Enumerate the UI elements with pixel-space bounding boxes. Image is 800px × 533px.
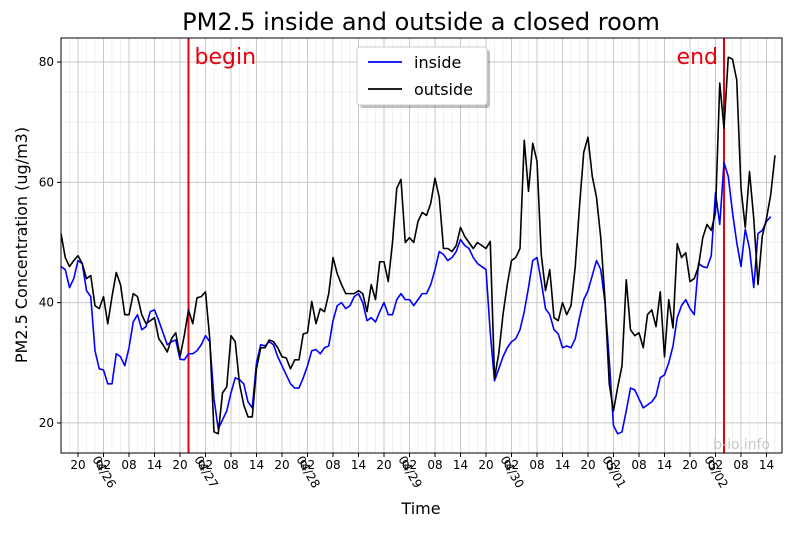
x-date-label: 04/28 (293, 454, 322, 491)
chart-title: PM2.5 inside and outside a closed room (182, 8, 660, 36)
x-tick-label: 14 (657, 458, 672, 472)
y-tick-label: 20 (39, 416, 54, 430)
y-axis-label: PM2.5 Concentration (ug/m3) (12, 127, 31, 363)
x-tick-label: 02 (300, 458, 315, 472)
watermark: b-io.info (713, 437, 770, 453)
x-tick-label: 20 (478, 458, 493, 472)
x-tick-label: 02 (504, 458, 519, 472)
x-tick-label: 14 (759, 458, 774, 472)
x-tick-label: 08 (325, 458, 340, 472)
x-tick-label: 02 (198, 458, 213, 472)
marker-label-end: end (677, 45, 718, 70)
x-tick-label: 08 (427, 458, 442, 472)
y-tick-label: 60 (39, 175, 54, 189)
x-axis-label: Time (400, 499, 440, 518)
plot-area-frame (60, 37, 783, 454)
x-tick-label: 14 (249, 458, 264, 472)
legend-label-inside: inside (414, 53, 461, 72)
x-tick-label: 08 (733, 458, 748, 472)
legend-label-outside: outside (414, 80, 473, 99)
x-tick-label: 08 (529, 458, 544, 472)
x-tick-label: 02 (606, 458, 621, 472)
legend: inside outside (356, 46, 490, 108)
x-date-label: 04/27 (191, 454, 220, 491)
x-tick-label: 02 (708, 458, 723, 472)
series-line-outside (61, 56, 776, 435)
x-date-label: 04/26 (89, 454, 118, 491)
x-tick-label: 20 (682, 458, 697, 472)
x-axis-ticks: 20 02 08 14 20 02 08 14 20 02 08 14 20 02 08 14 20 02 08 14… (70, 453, 774, 490)
x-tick-label: 14 (555, 458, 570, 472)
x-date-label: 05/01 (599, 454, 628, 491)
y-axis-ticks: 20 40 60 80 (39, 55, 61, 430)
grid-lines (60, 38, 782, 453)
x-tick-label: 20 (172, 458, 187, 472)
x-tick-label: 08 (121, 458, 136, 472)
series-lines (61, 56, 776, 435)
x-tick-label: 02 (402, 458, 417, 472)
x-date-label: 04/30 (497, 454, 526, 491)
event-marker-lines (187, 38, 725, 453)
x-tick-label: 14 (351, 458, 366, 472)
y-tick-label: 40 (39, 296, 54, 310)
x-date-label: 05/02 (701, 454, 730, 491)
x-tick-label: 20 (274, 458, 289, 472)
y-tick-label: 80 (39, 55, 54, 69)
x-tick-label: 08 (223, 458, 238, 472)
x-date-label: 04/29 (395, 454, 424, 491)
x-tick-label: 14 (453, 458, 468, 472)
x-tick-label: 14 (147, 458, 162, 472)
x-tick-label: 08 (631, 458, 646, 472)
marker-label-begin: begin (195, 45, 257, 70)
x-tick-label: 20 (70, 458, 85, 472)
x-tick-label: 20 (580, 458, 595, 472)
event-marker-labels: begin end (195, 45, 719, 70)
x-tick-label: 02 (96, 458, 111, 472)
x-tick-label: 20 (376, 458, 391, 472)
